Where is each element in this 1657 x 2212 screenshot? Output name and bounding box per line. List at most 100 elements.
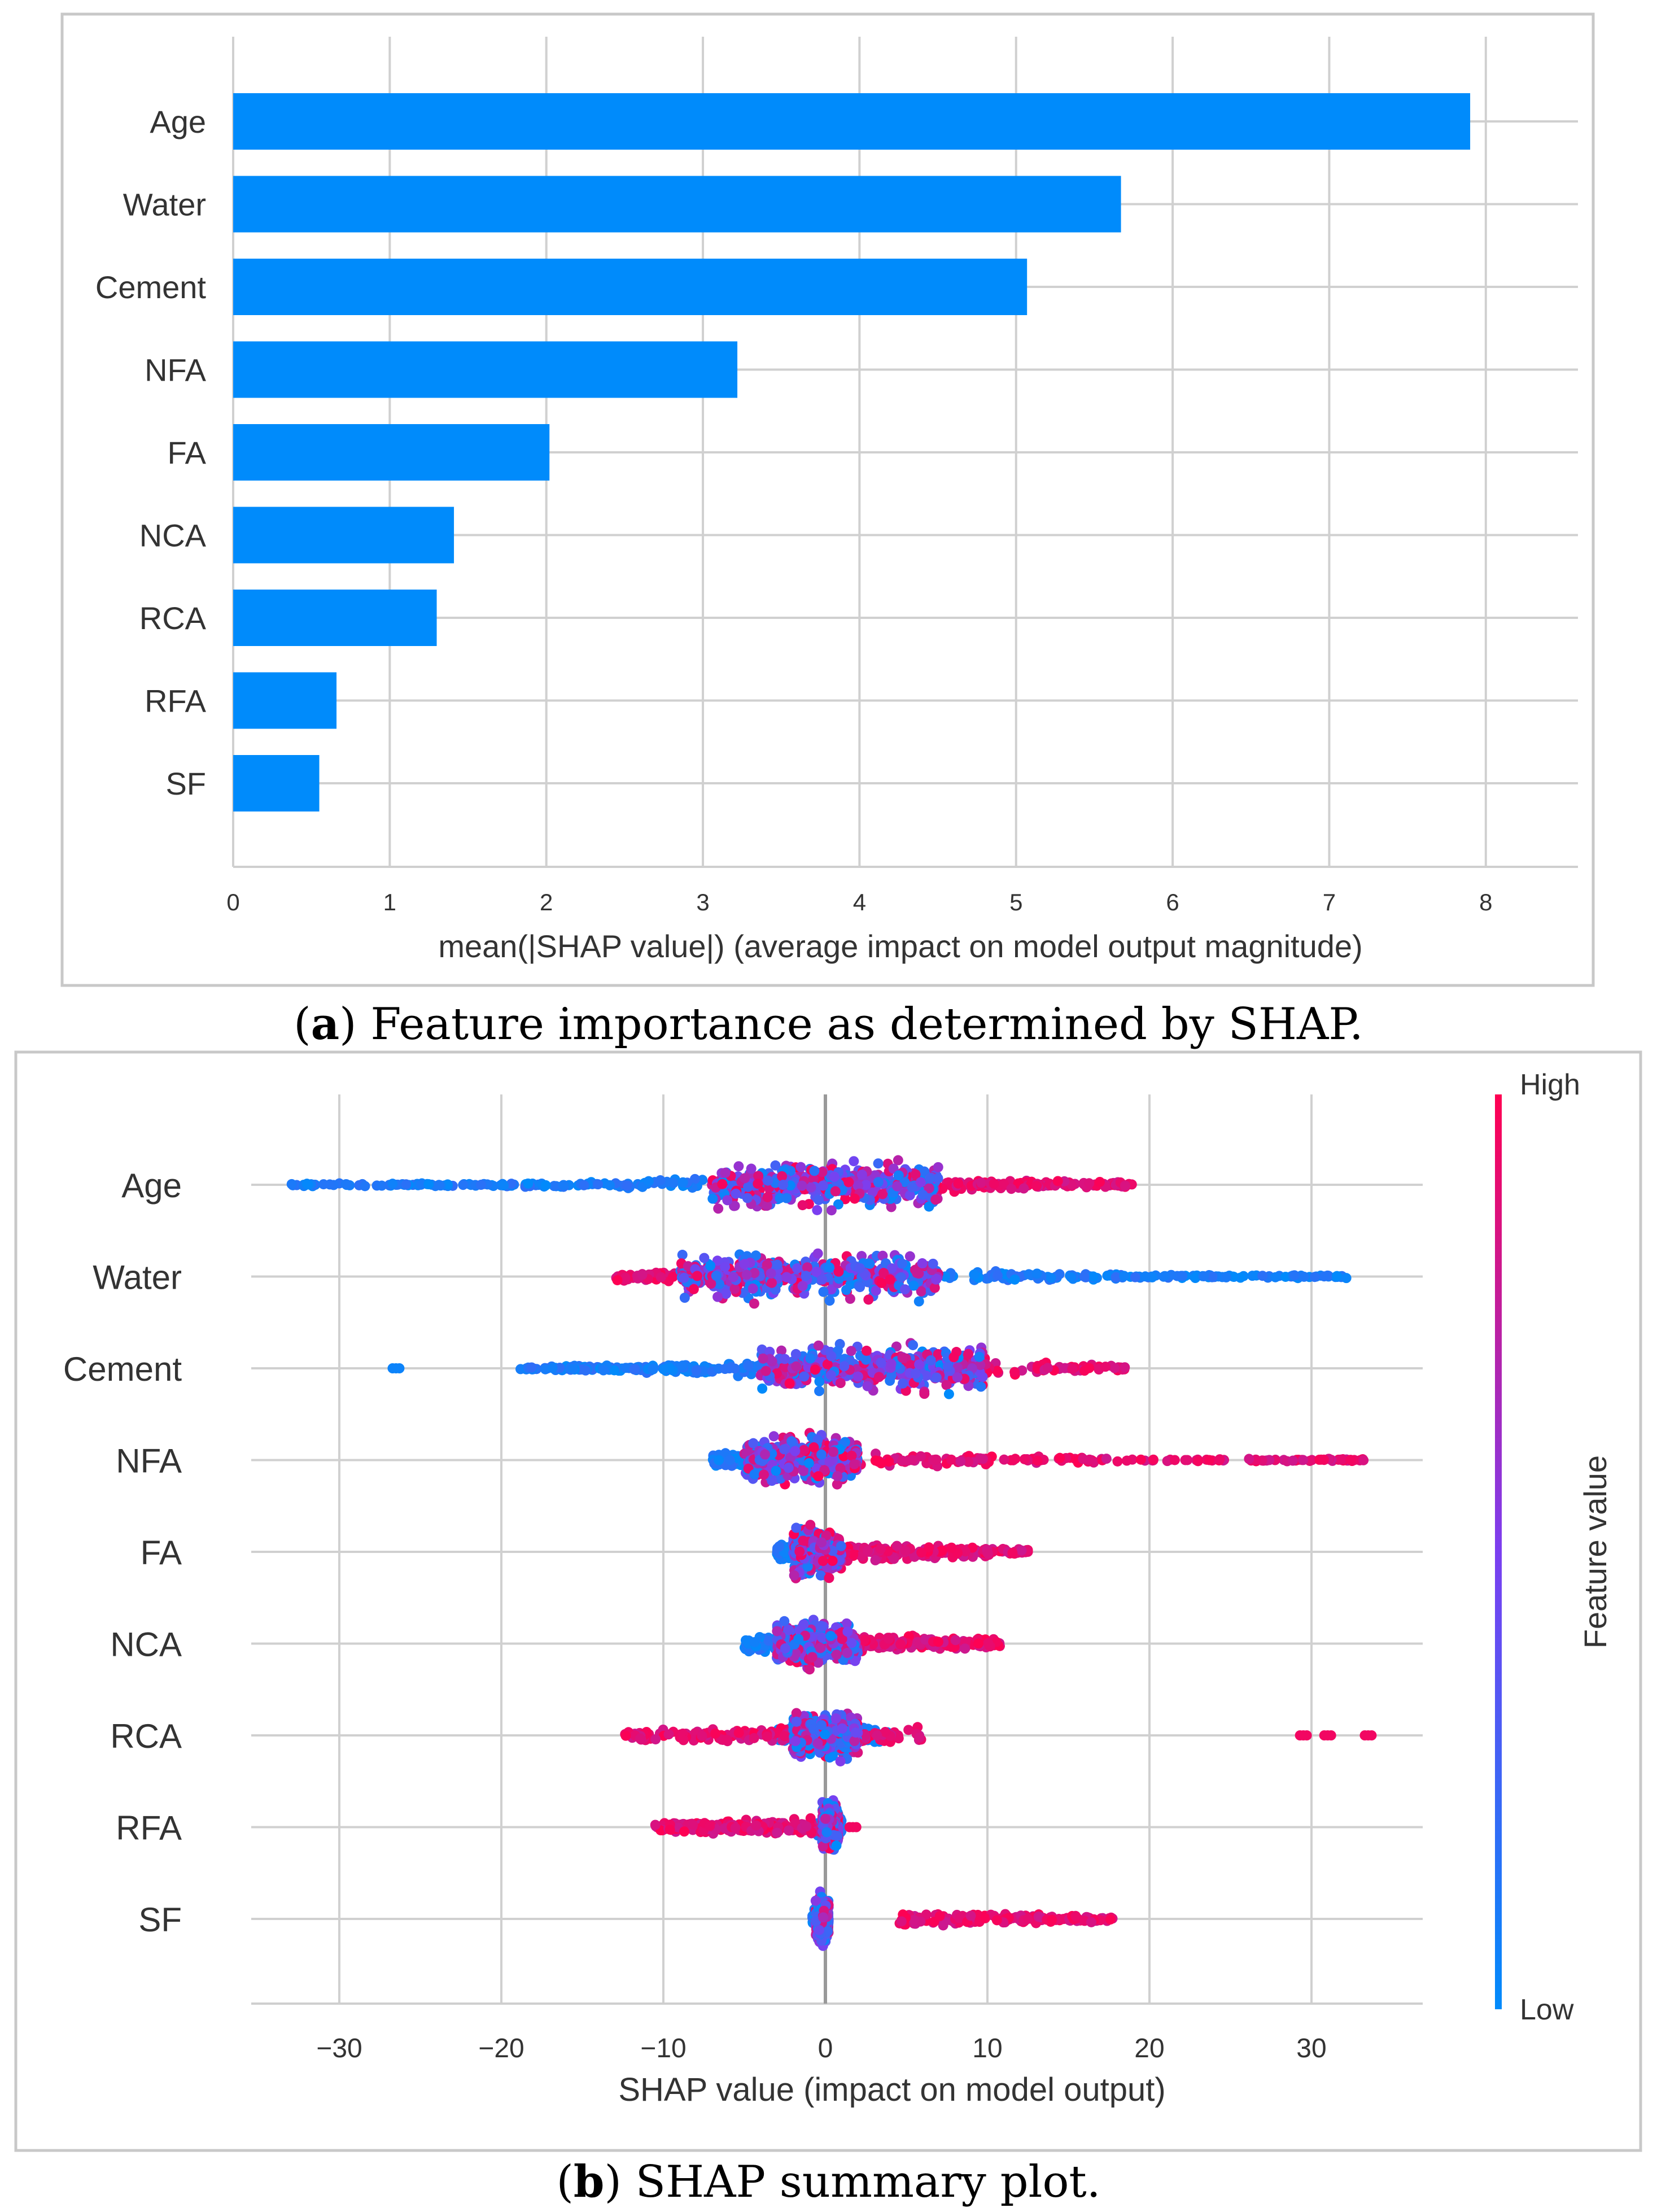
point [977, 1454, 988, 1464]
point [871, 1285, 881, 1296]
point [907, 1182, 917, 1193]
point [705, 1260, 716, 1271]
point [798, 1465, 809, 1476]
point [707, 1193, 718, 1204]
point [812, 1248, 823, 1259]
category-label: Water [123, 187, 206, 222]
point [878, 1268, 889, 1279]
point [1121, 1455, 1132, 1466]
point [760, 1365, 771, 1376]
point [721, 1289, 732, 1299]
point [579, 1180, 589, 1190]
point [717, 1179, 728, 1189]
point [899, 1284, 910, 1295]
point [817, 1167, 828, 1177]
point [547, 1363, 558, 1373]
point [1244, 1454, 1254, 1464]
point [895, 1639, 906, 1650]
point [620, 1730, 631, 1741]
point [764, 1346, 775, 1357]
point [733, 1161, 744, 1172]
point [697, 1730, 707, 1741]
point [941, 1380, 952, 1390]
point [1162, 1456, 1173, 1467]
point [526, 1362, 537, 1373]
point [692, 1271, 702, 1281]
point [1180, 1455, 1191, 1465]
panel-a-caption-text: Feature importance as determined by SHAP… [356, 999, 1363, 1050]
point [915, 1451, 926, 1461]
point [919, 1389, 930, 1399]
x-tick-label: 7 [1323, 889, 1336, 915]
point [999, 1454, 1009, 1465]
point [753, 1179, 763, 1189]
point [831, 1650, 842, 1660]
point [762, 1201, 772, 1211]
point [635, 1733, 645, 1744]
point [658, 1364, 669, 1375]
point [540, 1180, 551, 1190]
point [1079, 1271, 1090, 1282]
point [960, 1546, 970, 1557]
point [841, 1618, 852, 1629]
point [416, 1179, 426, 1190]
point [714, 1455, 724, 1465]
point [1207, 1272, 1218, 1282]
point [1299, 1271, 1309, 1282]
point [748, 1438, 759, 1449]
point [767, 1277, 777, 1288]
point [803, 1458, 814, 1468]
bar-water [233, 176, 1121, 233]
point [846, 1450, 857, 1461]
point [826, 1351, 837, 1362]
point [825, 1369, 836, 1380]
point [816, 1621, 827, 1631]
point [1345, 1455, 1356, 1465]
point [1169, 1455, 1180, 1465]
point [401, 1179, 412, 1190]
point [776, 1345, 787, 1356]
point [549, 1181, 559, 1192]
point [872, 1730, 882, 1741]
beeswarm-rca [620, 1708, 1377, 1766]
point [779, 1731, 790, 1742]
point [750, 1250, 761, 1261]
point [1018, 1183, 1029, 1194]
point [777, 1171, 788, 1181]
point [822, 1359, 833, 1369]
point [722, 1195, 733, 1206]
point [743, 1181, 754, 1192]
point [873, 1158, 884, 1169]
point [762, 1731, 772, 1742]
point [1119, 1271, 1130, 1281]
point [706, 1279, 716, 1289]
point [729, 1363, 740, 1374]
point [771, 1465, 781, 1476]
point [795, 1162, 806, 1172]
point [720, 1167, 731, 1178]
point [1287, 1455, 1298, 1466]
point [864, 1258, 875, 1269]
point [498, 1180, 509, 1191]
point [797, 1180, 807, 1191]
point [893, 1170, 904, 1181]
point [733, 1727, 744, 1738]
point [916, 1177, 926, 1188]
point [1192, 1456, 1203, 1467]
point [689, 1173, 700, 1184]
point [712, 1292, 723, 1302]
point [781, 1272, 792, 1282]
point [774, 1541, 785, 1552]
point [848, 1549, 859, 1560]
point [1055, 1452, 1065, 1463]
point [950, 1635, 961, 1646]
point [770, 1160, 781, 1171]
point [605, 1180, 615, 1190]
point [1358, 1455, 1369, 1465]
bar-age [233, 93, 1471, 150]
point [794, 1546, 805, 1557]
point [824, 1262, 835, 1273]
point [933, 1637, 943, 1647]
point [724, 1455, 735, 1465]
point [1214, 1454, 1225, 1465]
